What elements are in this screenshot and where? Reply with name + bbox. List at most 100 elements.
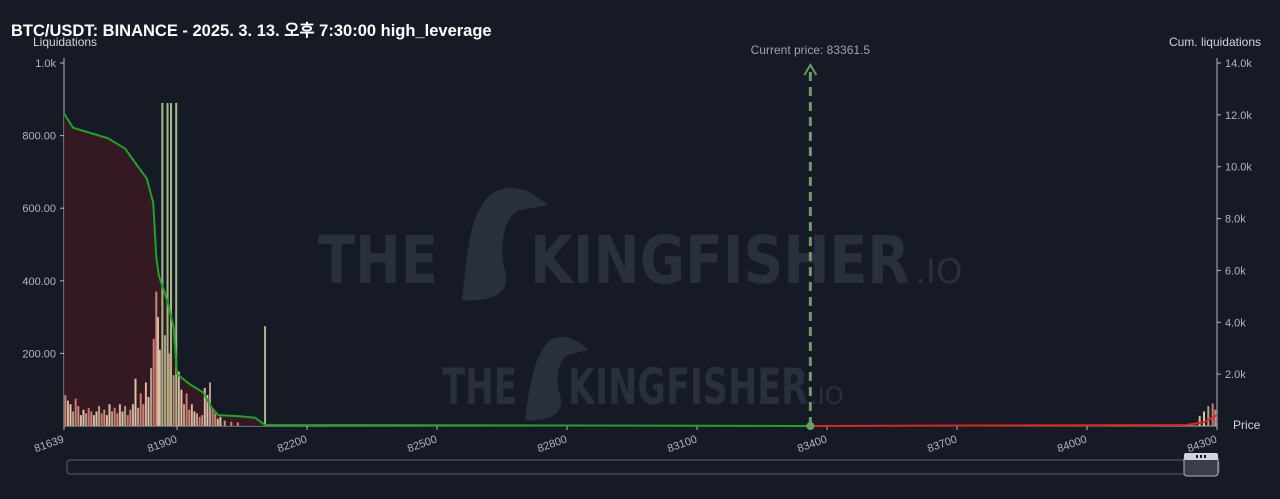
liquidation-bar [64, 395, 67, 426]
liquidation-bar [139, 393, 142, 426]
watermark-text: KINGFISHER [530, 222, 910, 299]
liquidation-bar [188, 409, 191, 426]
liquidation-bar [152, 338, 155, 426]
right-tick-label: 12.0k [1225, 110, 1252, 122]
liquidation-bar-tall [264, 326, 267, 426]
x-tick-label: 81639 [33, 433, 66, 455]
short-cum-line [810, 414, 1218, 427]
liquidation-bar [144, 382, 147, 426]
liquidation-bar [1207, 406, 1210, 426]
liquidation-bar [163, 335, 166, 426]
liquidation-bar-tall [170, 102, 173, 427]
liquidation-bar [118, 404, 121, 426]
liquidation-bar [236, 422, 239, 426]
liquidation-bar [103, 409, 106, 426]
liquidation-bar [105, 415, 108, 426]
liquidation-bar [82, 409, 85, 426]
watermark-text: THE [318, 222, 438, 299]
liquidation-bar [92, 415, 95, 426]
range-slider-track[interactable] [66, 459, 1220, 475]
x-tick-label: 83700 [926, 433, 959, 455]
liquidation-bar [66, 400, 69, 426]
right-tick-label: 2.0k [1225, 369, 1246, 381]
liquidation-bar [172, 375, 175, 426]
liquidation-bar [196, 413, 199, 426]
grip-dot-icon [1204, 455, 1206, 458]
liquidation-bar [69, 404, 72, 426]
liquidation-bar [190, 404, 193, 426]
liquidation-bar [111, 411, 114, 426]
right-tick-label: 6.0k [1225, 265, 1246, 277]
liquidation-bar [100, 413, 103, 426]
x-tick-label: 82500 [406, 433, 439, 455]
x-tick-label: 82800 [536, 433, 569, 455]
liquidation-bar [142, 404, 145, 426]
liquidation-bar [129, 409, 132, 426]
right-tick-label: 10.0k [1225, 162, 1252, 174]
left-axis-title: Liquidations [33, 35, 98, 49]
liquidation-bar [185, 393, 188, 426]
liquidation-bar [74, 398, 77, 426]
left-tick-label: 800.00 [22, 131, 56, 143]
x-tick-label: 82200 [276, 433, 309, 455]
long-cum-line [63, 113, 811, 427]
liquidation-bar [147, 396, 150, 426]
right-tick-label: 4.0k [1225, 317, 1246, 329]
current-price-label: Current price: 83361.5 [751, 43, 871, 57]
liquidation-bar [98, 406, 101, 426]
liquidation-bar [211, 407, 214, 426]
liquidation-bar [177, 371, 180, 426]
liquidation-bar [131, 404, 134, 426]
liquidation-bar [203, 387, 206, 426]
liquidation-bar [158, 349, 161, 426]
left-tick-label: 1.0k [35, 58, 56, 70]
chart-title: BTC/USDT: BINANCE - 2025. 3. 13. 오후 7:30… [11, 22, 492, 40]
left-tick-label: 200.00 [22, 348, 56, 360]
liquidation-bar [230, 421, 233, 426]
liquidation-bar [1203, 411, 1206, 426]
left-tick-label: 600.00 [22, 203, 56, 215]
liquidation-bar [1198, 415, 1201, 426]
liquidation-bar [201, 415, 204, 426]
grip-dot-icon [1200, 455, 1202, 458]
kingfisher-logo-icon [525, 336, 588, 421]
watermark-text: .IO [915, 252, 963, 292]
liquidation-bar [180, 389, 183, 426]
liquidation-bar-tall [161, 102, 164, 427]
liquidation-bar [137, 407, 140, 426]
liquidation-bar [79, 415, 82, 426]
liquidation-bar [193, 411, 196, 426]
x-tick-label: 83400 [796, 433, 829, 455]
right-tick-label: 14.0k [1225, 58, 1252, 70]
liquidation-bar [219, 416, 222, 426]
current-price-arrow-icon [803, 63, 818, 76]
liquidation-bar [126, 415, 129, 426]
x-tick-label: 81900 [146, 433, 179, 455]
liquidation-bar [85, 413, 88, 426]
liquidation-bar [90, 411, 93, 426]
liquidation-bar-tall [166, 102, 169, 427]
liquidation-bar [72, 411, 75, 426]
liquidation-bar [113, 407, 116, 426]
long-cum-area [64, 113, 811, 426]
grip-dot-icon [1196, 455, 1198, 458]
liquidation-bar [223, 420, 226, 426]
liquidation-bar [206, 395, 209, 426]
watermark-text: .IO [810, 382, 844, 410]
watermark-text: KINGFISHER [568, 358, 808, 416]
liquidation-bar [150, 367, 153, 426]
liquidation-bar [121, 411, 124, 426]
liquidation-bar [1214, 409, 1217, 426]
liquidation-bar [124, 406, 127, 426]
liquidation-bar [168, 353, 171, 426]
liquidation-bar-tall [175, 102, 178, 427]
x-tick-label: 83100 [666, 433, 699, 455]
right-tick-label: 8.0k [1225, 214, 1246, 226]
watermark-text: THE [442, 358, 517, 416]
kingfisher-logo-icon [462, 187, 548, 301]
liquidation-bar [198, 416, 201, 426]
liquidation-bar [108, 404, 111, 426]
liquidation-bar [1211, 403, 1214, 426]
liquidation-bar [183, 404, 186, 426]
